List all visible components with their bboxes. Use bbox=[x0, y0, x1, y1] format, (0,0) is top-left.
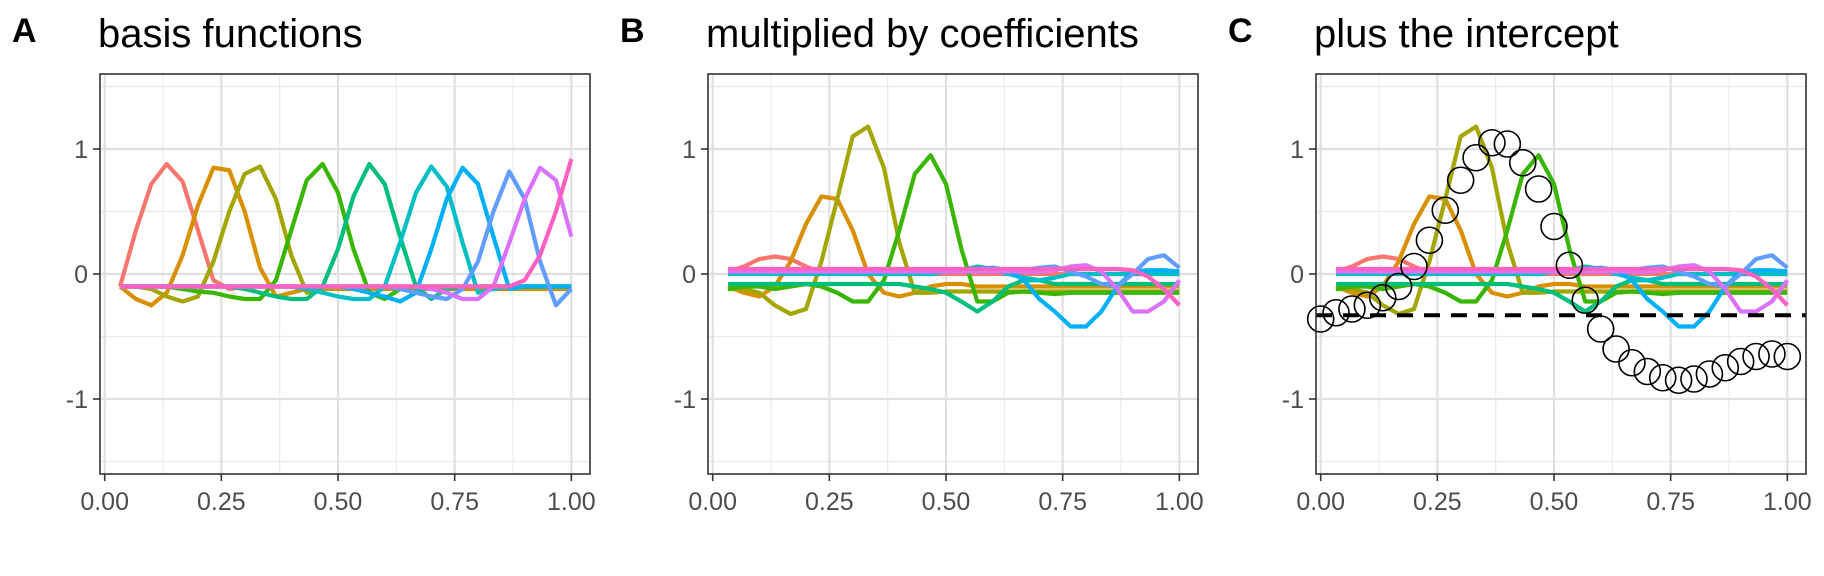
x-tick-label: 0.25 bbox=[805, 488, 854, 516]
data-point bbox=[1618, 348, 1646, 377]
data-point bbox=[1306, 305, 1335, 333]
data-point bbox=[1680, 365, 1708, 393]
panel-letter-c: C bbox=[1228, 12, 1253, 50]
panel-a-plot: 0.00 0.25 0.50 0.75 1.00 -1 0 1 bbox=[66, 73, 596, 516]
data-point bbox=[1648, 363, 1677, 392]
series-line-10 bbox=[728, 266, 1181, 307]
data-point bbox=[1400, 252, 1428, 281]
x-tick-label: 0.75 bbox=[430, 488, 479, 516]
series-line-9 bbox=[728, 263, 1182, 314]
y-tick-label: -1 bbox=[66, 386, 88, 414]
series-line-10 bbox=[1336, 266, 1789, 307]
x-tick-label: 0.75 bbox=[1038, 488, 1087, 516]
data-point bbox=[1493, 130, 1522, 158]
data-point bbox=[1726, 347, 1755, 376]
x-tick-label: 0.25 bbox=[197, 488, 246, 516]
data-point bbox=[1415, 226, 1444, 255]
data-point bbox=[1664, 366, 1693, 395]
series-line-9 bbox=[1336, 263, 1790, 314]
data-point bbox=[1711, 353, 1740, 382]
data-point bbox=[1555, 251, 1584, 280]
data-point bbox=[1431, 196, 1460, 225]
data-point bbox=[1742, 342, 1770, 371]
panel-c: C plus the intercept 0.00 0.25 0.50 0.75 1.0… bbox=[1228, 12, 1812, 516]
panel-letter-b: B bbox=[620, 12, 645, 50]
x-tick-label: 0.00 bbox=[688, 488, 737, 516]
data-point bbox=[1446, 166, 1475, 195]
data-point bbox=[1586, 315, 1615, 343]
panel-letter-a: A bbox=[12, 12, 37, 50]
data-point bbox=[1384, 272, 1413, 301]
data-point bbox=[1695, 360, 1724, 388]
x-tick-label: 0.50 bbox=[314, 488, 363, 516]
data-point bbox=[1353, 291, 1382, 320]
data-point bbox=[1478, 128, 1506, 157]
panel-b: B multiplied by coefficients 0.00 0.25 0.5… bbox=[620, 12, 1204, 516]
x-tick-label: 1.00 bbox=[547, 488, 596, 516]
data-point bbox=[1508, 148, 1537, 177]
panel-c-plot: 0.00 0.25 0.50 0.75 1.00 -1 0 1 bbox=[1282, 73, 1812, 516]
panel-a-title: basis functions bbox=[98, 12, 363, 56]
y-tick-label: 1 bbox=[682, 136, 696, 164]
y-tick-label: -1 bbox=[674, 386, 696, 414]
x-tick-label: 1.00 bbox=[1155, 488, 1204, 516]
data-point bbox=[1773, 342, 1802, 371]
y-tick-label: 1 bbox=[74, 136, 88, 164]
x-tick-label: 0.75 bbox=[1646, 488, 1695, 516]
panel-b-plot: 0.00 0.25 0.50 0.75 1.00 -1 0 1 bbox=[674, 73, 1204, 516]
y-tick-label: 0 bbox=[682, 261, 696, 289]
y-tick-label: 1 bbox=[1290, 136, 1304, 164]
x-tick-label: 1.00 bbox=[1763, 488, 1812, 516]
series-line-10 bbox=[120, 158, 574, 289]
data-point bbox=[1633, 357, 1662, 386]
y-tick-label: 0 bbox=[74, 261, 88, 289]
data-point bbox=[1524, 175, 1553, 203]
data-point bbox=[1462, 143, 1490, 172]
plot-content bbox=[727, 124, 1182, 329]
y-tick-label: 0 bbox=[1290, 261, 1304, 289]
data-point bbox=[1368, 283, 1397, 312]
x-tick-label: 0.50 bbox=[1530, 488, 1579, 516]
x-tick-label: 0.00 bbox=[80, 488, 129, 516]
data-point bbox=[1571, 286, 1600, 315]
x-tick-label: 0.00 bbox=[1296, 488, 1345, 516]
x-tick-label: 0.25 bbox=[1413, 488, 1462, 516]
data-point bbox=[1338, 295, 1366, 323]
panel-b-title: multiplied by coefficients bbox=[706, 12, 1139, 56]
x-tick-label: 0.50 bbox=[922, 488, 971, 516]
data-point bbox=[1758, 340, 1786, 368]
panel-a: A basis functions 0.00 0.25 0.50 0.75 1.00 -1… bbox=[12, 12, 596, 516]
panel-c-title: plus the intercept bbox=[1314, 12, 1619, 56]
data-point bbox=[1322, 298, 1350, 327]
y-tick-label: -1 bbox=[1282, 386, 1304, 414]
plot-content bbox=[118, 158, 574, 308]
data-point bbox=[1602, 335, 1630, 363]
data-point bbox=[1540, 212, 1568, 241]
